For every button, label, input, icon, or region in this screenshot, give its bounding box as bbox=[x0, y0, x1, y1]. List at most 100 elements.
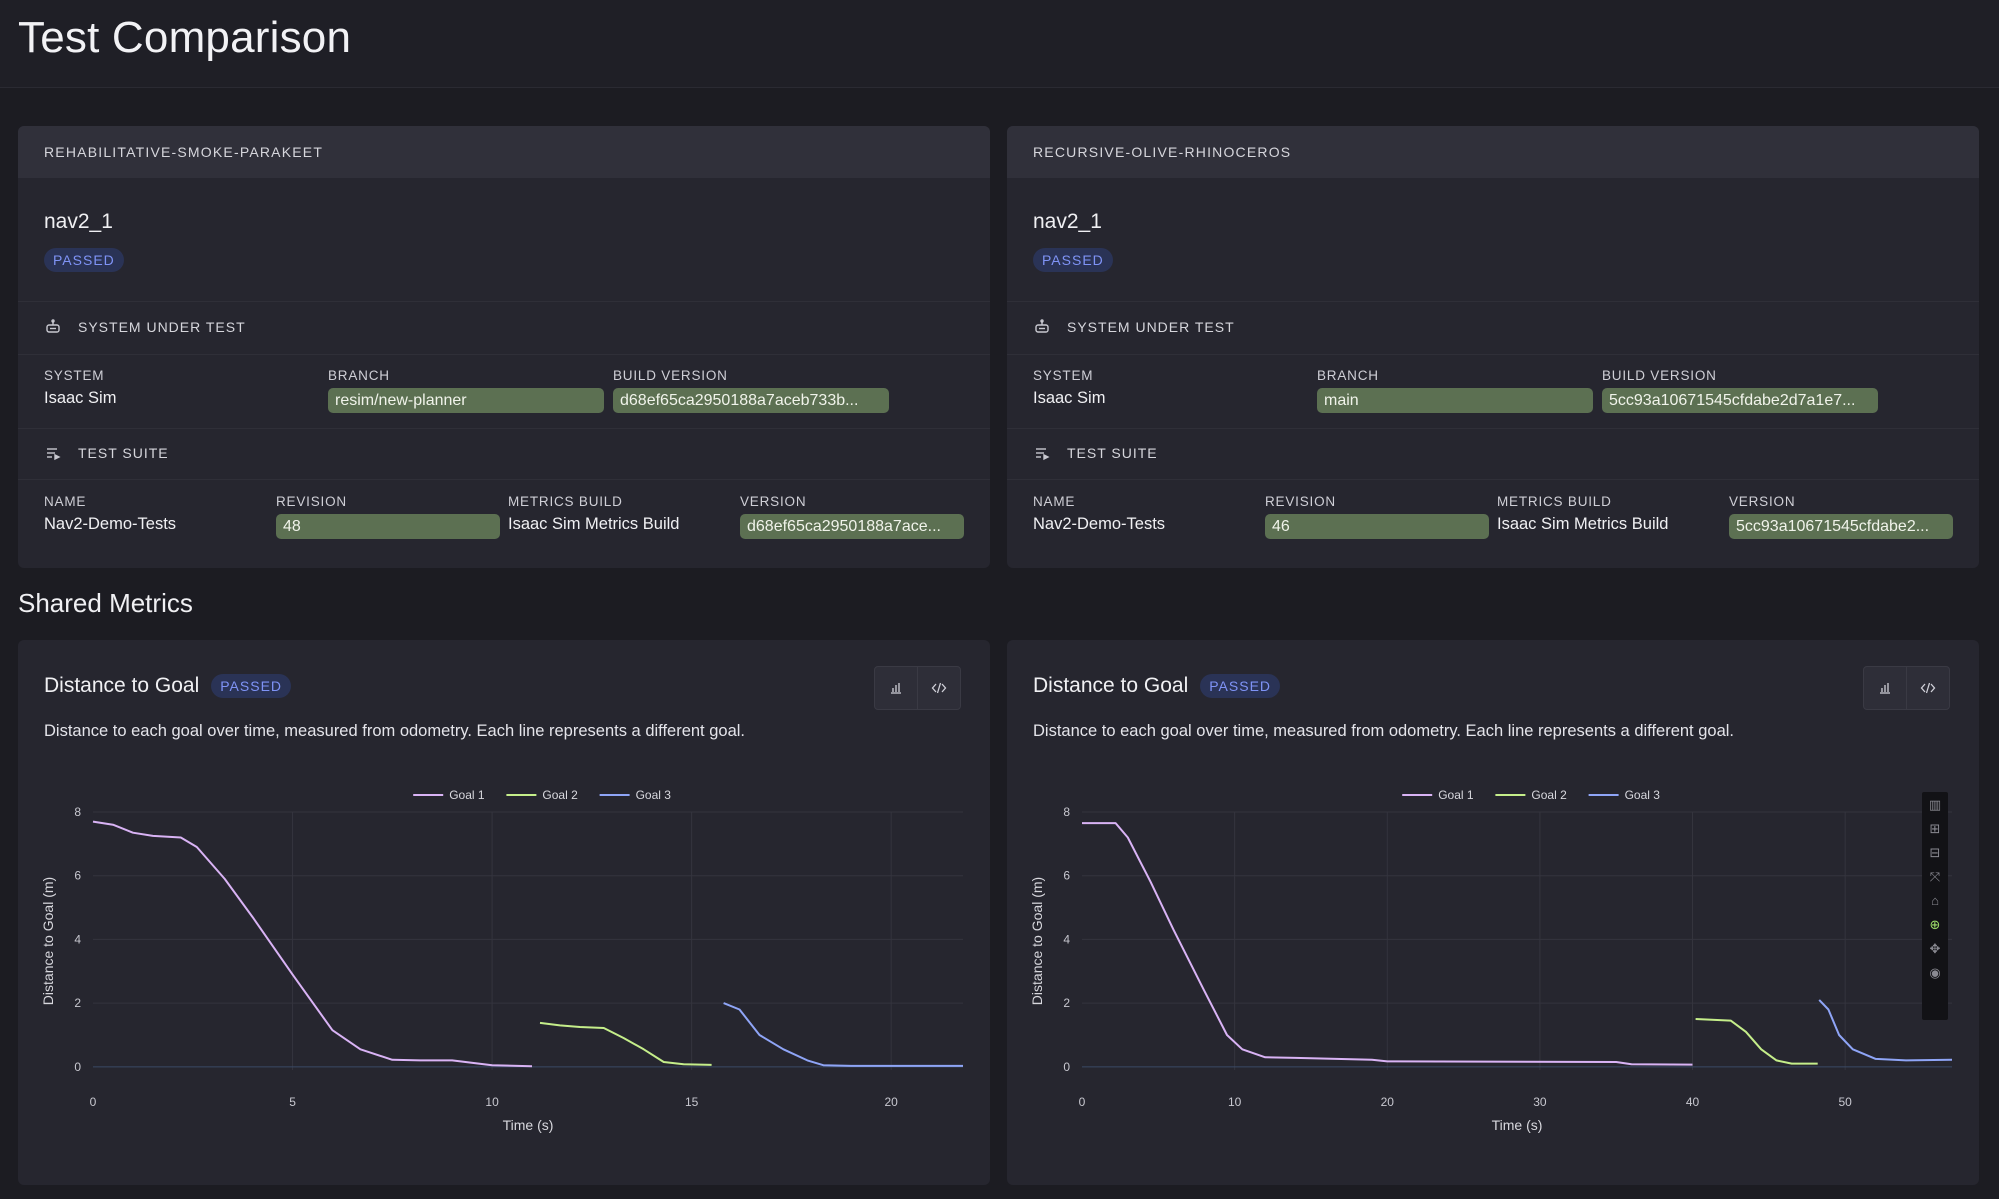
status-badge: PASSED bbox=[1033, 248, 1113, 272]
bar-chart-icon bbox=[891, 683, 901, 694]
divider bbox=[1007, 354, 1979, 355]
page-title: Test Comparison bbox=[18, 13, 352, 62]
branch-label: BRANCH bbox=[328, 368, 390, 383]
sut-heading: SYSTEM UNDER TEST bbox=[44, 318, 246, 336]
build-field: BUILD VERSION d68ef65ca2950188a7aceb733b… bbox=[613, 368, 889, 413]
metric-description: Distance to each goal over time, measure… bbox=[1033, 722, 1735, 740]
y-tick-label: 0 bbox=[1063, 1060, 1070, 1074]
build-pill[interactable]: 5cc93a10671545cfdabe2d7a1e7... bbox=[1602, 388, 1878, 413]
y-tick-label: 2 bbox=[1063, 996, 1070, 1010]
divider bbox=[18, 354, 990, 355]
sut-heading-label: SYSTEM UNDER TEST bbox=[78, 319, 246, 335]
series-line-goal-2 bbox=[539, 1021, 712, 1066]
y-tick-label: 0 bbox=[74, 1060, 81, 1074]
revision-pill[interactable]: 46 bbox=[1265, 514, 1489, 539]
revision-field: REVISION 46 bbox=[1265, 494, 1489, 539]
y-tick-label: 2 bbox=[74, 996, 81, 1010]
branch-pill[interactable]: main bbox=[1317, 388, 1593, 413]
version-label: VERSION bbox=[1729, 494, 1796, 509]
legend-label: Goal 2 bbox=[1531, 788, 1567, 802]
version-field: VERSION d68ef65ca2950188a7ace... bbox=[740, 494, 964, 539]
code-icon bbox=[1920, 682, 1936, 694]
metrics-build-field: METRICS BUILD Isaac Sim Metrics Build bbox=[508, 494, 730, 534]
x-tick-label: 30 bbox=[1533, 1095, 1547, 1109]
y-axis-label: Distance to Goal (m) bbox=[1029, 877, 1045, 1005]
test-card-left: REHABILITATIVE-SMOKE-PARAKEET nav2_1 PAS… bbox=[18, 126, 990, 568]
test-name[interactable]: nav2_1 bbox=[1033, 210, 1102, 233]
suite-name-field: NAME Nav2-Demo-Tests bbox=[1033, 494, 1243, 534]
metric-description: Distance to each goal over time, measure… bbox=[44, 722, 746, 740]
x-tick-label: 5 bbox=[289, 1095, 296, 1109]
chart-view-button[interactable] bbox=[1863, 666, 1907, 710]
plotly-logo-icon[interactable]: ▥ bbox=[1928, 797, 1942, 812]
system-field: SYSTEM Isaac Sim bbox=[44, 368, 314, 408]
robot-icon bbox=[1035, 319, 1049, 333]
metric-card-left: Distance to Goal PASSED Distance to each… bbox=[18, 640, 990, 1185]
zoom-out-icon[interactable]: ⊟ bbox=[1929, 845, 1941, 860]
y-tick-label: 4 bbox=[74, 932, 81, 946]
x-tick-label: 15 bbox=[685, 1095, 699, 1109]
metrics-build-value: Isaac Sim Metrics Build bbox=[1497, 515, 1669, 533]
x-tick-label: 0 bbox=[1079, 1095, 1086, 1109]
shared-metrics-title: Shared Metrics bbox=[18, 588, 193, 618]
series-line-goal-3 bbox=[723, 1002, 963, 1067]
y-tick-label: 8 bbox=[74, 805, 81, 819]
divider bbox=[18, 301, 990, 302]
divider bbox=[1007, 479, 1979, 480]
pan-icon[interactable]: ✥ bbox=[1929, 941, 1941, 956]
suite-name-value: Nav2-Demo-Tests bbox=[1033, 515, 1166, 533]
code-view-button[interactable] bbox=[1906, 666, 1950, 710]
y-tick-label: 8 bbox=[1063, 805, 1070, 819]
metric-header: Distance to Goal PASSED bbox=[1033, 674, 1281, 698]
distance-chart[interactable]: 0 5 10 15 20 0 2 4 6 8 Time (s) Distance to Goal (m… bbox=[18, 780, 990, 1140]
version-pill[interactable]: d68ef65ca2950188a7ace... bbox=[740, 514, 964, 539]
camera-icon[interactable]: ◉ bbox=[1929, 965, 1941, 980]
chart-modebar: ▥ ⊞ ⊟ ⤧ ⌂ ⊕ ✥ ◉ bbox=[1922, 792, 1948, 1020]
code-icon bbox=[931, 682, 947, 694]
autoscale-icon[interactable]: ⤧ bbox=[1929, 869, 1941, 884]
metric-header: Distance to Goal PASSED bbox=[44, 674, 292, 698]
branch-pill[interactable]: resim/new-planner bbox=[328, 388, 604, 413]
legend-label: Goal 3 bbox=[636, 788, 672, 802]
suite-name-field: NAME Nav2-Demo-Tests bbox=[44, 494, 254, 534]
status-badge: PASSED bbox=[44, 248, 124, 272]
metric-status-badge: PASSED bbox=[1200, 674, 1281, 698]
build-pill[interactable]: d68ef65ca2950188a7aceb733b... bbox=[613, 388, 889, 413]
x-tick-label: 40 bbox=[1686, 1095, 1700, 1109]
system-field: SYSTEM Isaac Sim bbox=[1033, 368, 1303, 408]
metrics-build-value: Isaac Sim Metrics Build bbox=[508, 515, 680, 533]
metric-status-badge: PASSED bbox=[211, 674, 292, 698]
x-tick-label: 20 bbox=[884, 1095, 898, 1109]
batch-name: RECURSIVE-OLIVE-RHINOCEROS bbox=[1007, 126, 1979, 178]
legend-label: Goal 2 bbox=[542, 788, 578, 802]
top-bar: Test Comparison bbox=[0, 0, 1999, 88]
series-line-goal-3 bbox=[1818, 999, 1953, 1062]
test-name[interactable]: nav2_1 bbox=[44, 210, 113, 233]
version-field: VERSION 5cc93a10671545cfdabe2... bbox=[1729, 494, 1953, 539]
suite-heading-label: TEST SUITE bbox=[1067, 445, 1158, 461]
system-value: Isaac Sim bbox=[44, 389, 117, 407]
series-line-goal-1 bbox=[92, 820, 533, 1068]
system-label: SYSTEM bbox=[1033, 368, 1094, 383]
version-pill[interactable]: 5cc93a10671545cfdabe2... bbox=[1729, 514, 1953, 539]
suite-name-label: NAME bbox=[1033, 494, 1076, 509]
build-field: BUILD VERSION 5cc93a10671545cfdabe2d7a1e… bbox=[1602, 368, 1878, 413]
distance-chart[interactable]: 0 10 20 30 40 50 0 2 4 6 8 Time (s) Distance to Goal… bbox=[1007, 780, 1979, 1140]
metrics-build-label: METRICS BUILD bbox=[1497, 494, 1612, 509]
y-tick-label: 6 bbox=[1063, 869, 1070, 883]
zoom-in-icon[interactable]: ⊞ bbox=[1929, 821, 1941, 836]
code-view-button[interactable] bbox=[917, 666, 961, 710]
sut-heading-label: SYSTEM UNDER TEST bbox=[1067, 319, 1235, 335]
legend-label: Goal 1 bbox=[449, 788, 485, 802]
zoom-icon[interactable]: ⊕ bbox=[1929, 917, 1941, 932]
y-tick-label: 6 bbox=[74, 869, 81, 883]
series-line-goal-2 bbox=[1695, 1018, 1818, 1065]
home-icon[interactable]: ⌂ bbox=[1931, 893, 1939, 908]
chart-view-button[interactable] bbox=[874, 666, 918, 710]
x-tick-label: 10 bbox=[485, 1095, 499, 1109]
revision-field: REVISION 48 bbox=[276, 494, 500, 539]
legend-label: Goal 3 bbox=[1625, 788, 1661, 802]
x-axis-label: Time (s) bbox=[503, 1117, 554, 1133]
build-label: BUILD VERSION bbox=[1602, 368, 1717, 383]
revision-pill[interactable]: 48 bbox=[276, 514, 500, 539]
